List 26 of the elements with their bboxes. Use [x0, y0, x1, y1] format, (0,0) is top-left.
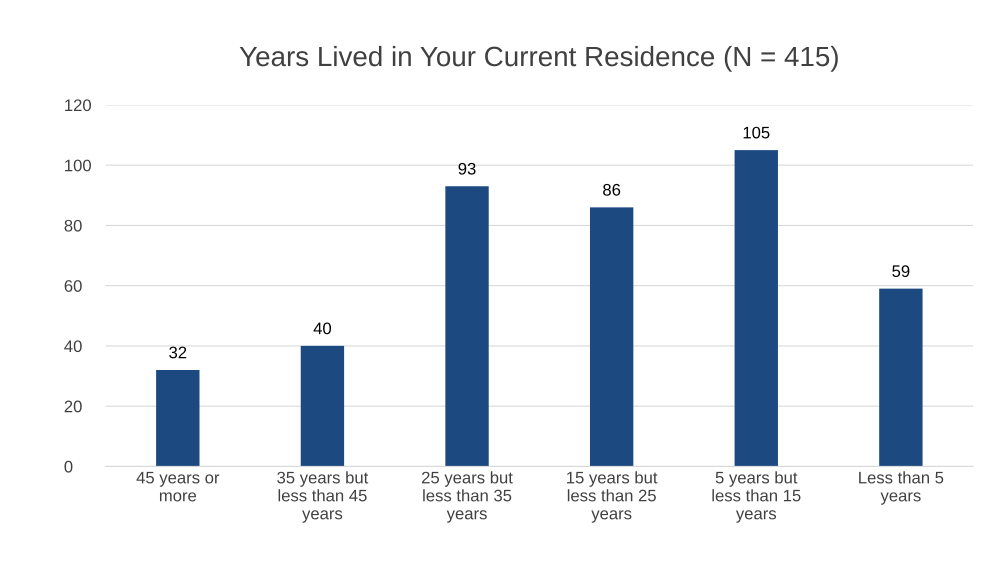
- x-tick-label: 15 years but less than 25 years: [567, 471, 658, 523]
- y-tick-label: 0: [64, 460, 72, 473]
- bar: [300, 346, 344, 466]
- x-tick-label: 45 years or more: [136, 472, 220, 502]
- y-tick-label: 120: [65, 99, 91, 112]
- bar: [590, 207, 634, 466]
- data-label: 59: [892, 265, 910, 278]
- data-label: 40: [314, 322, 332, 334]
- x-tick-label: 5 years but less than 15 years: [712, 471, 801, 523]
- bar: [879, 288, 923, 466]
- data-label: 32: [169, 346, 186, 358]
- chart-title: Years Lived in Your Current Residence (N = 415): [240, 46, 838, 72]
- y-tick-label: 100: [65, 160, 91, 172]
- bar: [156, 370, 200, 466]
- y-tick-label: 40: [64, 340, 82, 352]
- y-tick-label: 80: [64, 220, 82, 232]
- data-label: 105: [744, 126, 770, 138]
- data-label: 86: [603, 184, 620, 196]
- y-tick-label: 20: [64, 400, 82, 412]
- x-tick-label: 35 years but less than 45 years: [277, 471, 368, 523]
- bar: [445, 186, 489, 466]
- x-tick-label: Less than 5 years: [859, 471, 944, 505]
- bar: [734, 150, 778, 466]
- y-tick-label: 60: [64, 280, 82, 292]
- x-tick-label: 25 years but less than 35 years: [422, 471, 513, 523]
- data-label: 93: [458, 162, 476, 175]
